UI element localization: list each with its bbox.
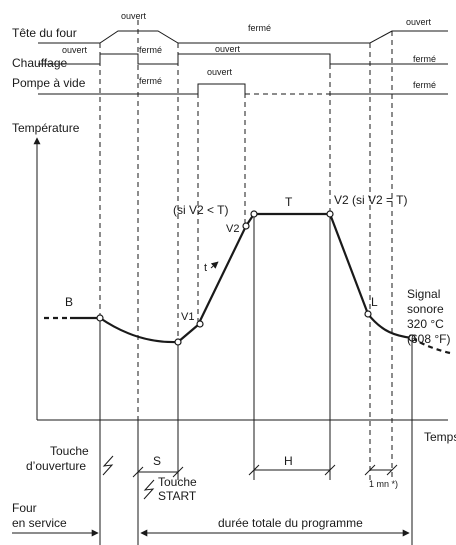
tick [386, 464, 398, 476]
state-label: ouvert [121, 11, 147, 21]
label-cond-eq: V2 (si V2 = T) [334, 193, 407, 207]
state-label: ouvert [406, 17, 432, 27]
x-axis-label: Temps [424, 430, 456, 444]
point-v1 [196, 320, 204, 328]
label-t: T [285, 195, 293, 209]
state-label: ouvert [215, 44, 241, 54]
tick [364, 464, 376, 476]
y-axis-label: Température [12, 121, 80, 135]
curve-cooling-dashed [411, 337, 451, 355]
point-b [96, 314, 104, 322]
point-v2 [242, 222, 250, 230]
state-label: fermé [248, 23, 271, 33]
label-cond-lt: (si V2 < T) [173, 203, 228, 217]
point-start [174, 338, 182, 346]
label-b: B [65, 295, 73, 309]
label-v2: V2 [226, 223, 239, 235]
label-t-rate: t [204, 262, 207, 274]
row-label-pompe-a-vide: Pompe à vide [12, 76, 86, 90]
touche-ouverture-label: Touche [50, 444, 89, 458]
lightning-icon [102, 455, 114, 476]
label-v1: V1 [181, 311, 194, 323]
four-service-label: en service [12, 516, 67, 530]
curve-heating [177, 212, 370, 343]
touche-start-label: START [158, 489, 197, 503]
state-label: ouvert [207, 67, 233, 77]
state-label: ouvert [62, 45, 88, 55]
point-l [364, 310, 372, 318]
touche-start-label: Touche [158, 475, 197, 489]
curve-cooling [367, 313, 413, 340]
one-minute-label: 1 mn *) [369, 479, 398, 489]
row-label-tete-du-four: Tête du four [12, 26, 77, 40]
tick [248, 464, 260, 476]
signal-label: 320 °C [407, 317, 444, 331]
label-h: H [284, 454, 293, 468]
state-label: fermé [139, 45, 162, 55]
signal-label: (608 °F) [407, 332, 450, 346]
label-l: L [371, 295, 378, 309]
row-tete-du-four-line [38, 30, 448, 44]
point-t-end [326, 210, 334, 218]
signal-label: Signal [407, 287, 440, 301]
tick [132, 466, 144, 478]
four-service-label: Four [12, 501, 37, 515]
tick [172, 466, 184, 478]
touche-ouverture-label: d’ouverture [26, 459, 86, 473]
curve-drying [99, 317, 179, 344]
state-label: fermé [139, 76, 162, 86]
label-s: S [153, 454, 161, 468]
signal-label: sonore [407, 302, 444, 316]
state-label: fermé [413, 54, 436, 64]
point-signal [408, 334, 416, 342]
point-t-start [250, 210, 258, 218]
row-label-chauffage: Chauffage [12, 56, 67, 70]
tick [324, 464, 336, 476]
total-duration-label: durée totale du programme [218, 516, 363, 530]
rate-arrow [210, 261, 219, 269]
lightning-icon [143, 479, 155, 500]
state-label: fermé [413, 80, 436, 90]
row-chauffage-line [38, 53, 448, 65]
